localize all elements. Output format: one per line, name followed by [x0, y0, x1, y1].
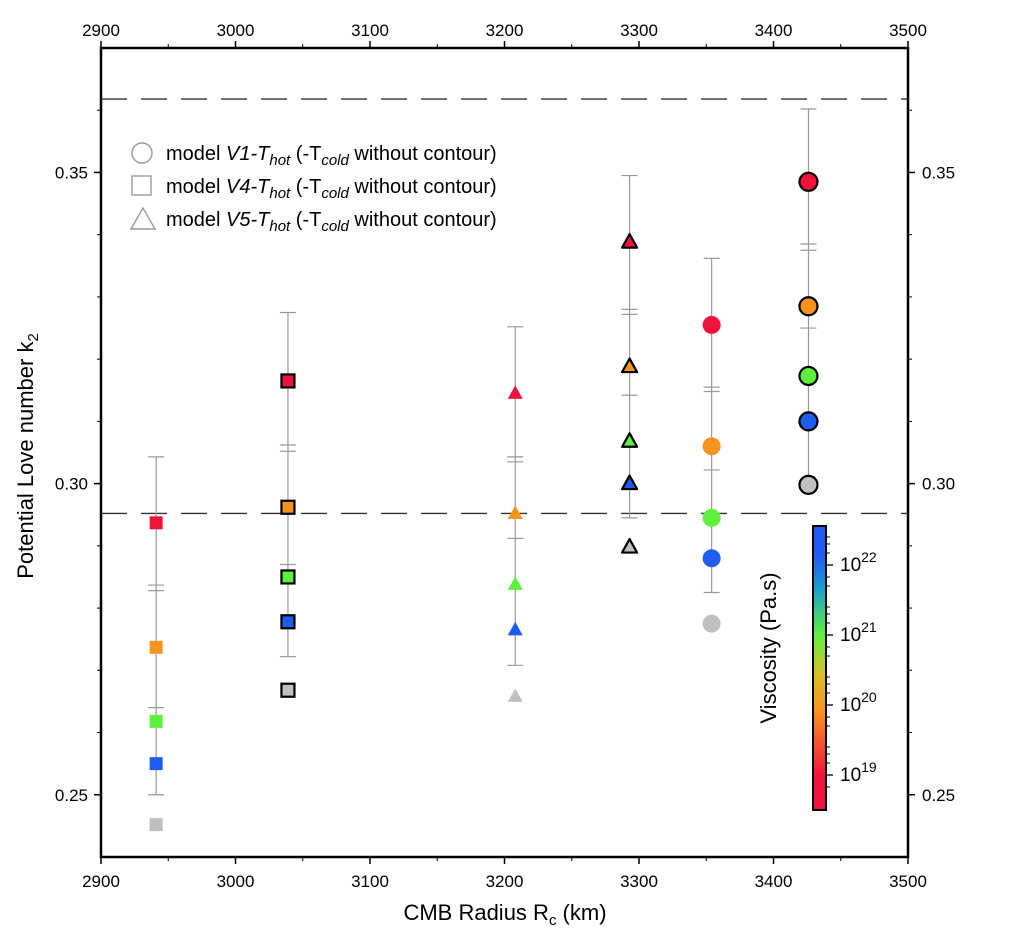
- x-tick-label-top: 3500: [889, 21, 927, 40]
- y-tick-label-right: 0.30: [922, 475, 955, 494]
- x-tick-label-top: 3200: [486, 21, 524, 40]
- reference-lines: [101, 98, 908, 515]
- legend-entry-square: model V4-Thot (-Tcold without contour): [131, 175, 497, 202]
- square-point-inviscid: [149, 818, 163, 832]
- circle-point-v22: [798, 411, 819, 432]
- legend-entry-circle: model V1-Thot (-Tcold without contour): [131, 142, 497, 169]
- square-point-v21: [149, 714, 163, 728]
- triangle-point-v22: [507, 621, 523, 636]
- x-tick-label-top: 3000: [217, 21, 255, 40]
- triangle-point-v20: [620, 357, 639, 374]
- square-point-v22: [280, 614, 296, 630]
- circle-point-v20: [702, 437, 721, 456]
- y-tick-label-left: 0.25: [55, 786, 88, 805]
- circle-point-v21: [702, 508, 721, 527]
- square-point-v22: [149, 757, 163, 771]
- x-tick-label-top: 3400: [755, 21, 793, 40]
- legend-square-marker: [131, 175, 152, 196]
- x-tick-label-bottom: 3500: [889, 872, 927, 891]
- x-tick-label-top: 2900: [82, 21, 120, 40]
- legend-circle-marker: [131, 142, 153, 164]
- triangle-point-inviscid: [507, 688, 523, 702]
- circle-point-v19: [798, 171, 819, 192]
- legend: model V1-Thot (-Tcold without contour) m…: [129, 142, 497, 235]
- x-tick-label-top: 3300: [620, 21, 658, 40]
- circle-point-v20: [798, 296, 819, 317]
- x-axis-title: CMB Radius Rc (km): [403, 900, 606, 929]
- circle-point-v19: [702, 315, 721, 334]
- x-tick-label-bottom: 3000: [217, 872, 255, 891]
- square-point-v19: [280, 373, 296, 389]
- triangle-point-v20: [507, 505, 523, 519]
- colorbar-label-22: 1022: [840, 549, 877, 576]
- legend-label-v4: model V4-Thot (-Tcold without contour): [166, 176, 497, 202]
- colorbar-label-19: 1019: [840, 759, 877, 786]
- triangle-point-v19: [507, 385, 523, 399]
- triangle-point-v21: [507, 576, 523, 590]
- x-tick-label-top: 3100: [351, 21, 389, 40]
- triangle-point-v21: [620, 432, 639, 448]
- legend-label-v5: model V5-Thot (-Tcold without contour): [166, 209, 497, 235]
- square-point-inviscid: [280, 682, 296, 698]
- viscosity-colorbar: Viscosity (Pa.s) 1022 1021 1020 1019: [756, 525, 877, 811]
- colorbar-title: Viscosity (Pa.s): [756, 572, 781, 723]
- y-tick-label-left: 0.30: [55, 475, 88, 494]
- triangle-point-inviscid: [620, 537, 639, 554]
- plot-area: [99, 46, 910, 859]
- circle-point-inviscid: [702, 614, 721, 633]
- legend-entry-triangle: model V5-Thot (-Tcold without contour): [129, 206, 497, 235]
- square-point-v19: [149, 516, 163, 530]
- colorbar-label-21: 1021: [840, 619, 877, 646]
- x-tick-label-bottom: 3200: [486, 872, 524, 891]
- x-tick-label-bottom: 3100: [351, 872, 389, 891]
- x-tick-label-bottom: 3300: [620, 872, 658, 891]
- x-tick-label-bottom: 3400: [755, 872, 793, 891]
- plot-frame: [99, 46, 910, 859]
- circle-point-v21: [798, 365, 819, 387]
- square-point-v20: [149, 640, 163, 654]
- circle-point-inviscid: [798, 474, 819, 495]
- colorbar-gradient: [812, 525, 827, 811]
- legend-label-v1: model V1-Thot (-Tcold without contour): [166, 143, 497, 169]
- colorbar-label-20: 1020: [840, 689, 877, 716]
- y-tick-label-right: 0.35: [922, 163, 955, 182]
- legend-triangle-marker: [129, 206, 157, 230]
- y-tick-label-left: 0.35: [55, 163, 88, 182]
- y-axis-title: Potential Love number k2: [13, 333, 42, 579]
- axis-ticks: 2900 2900 3000 3000 3100 3100 3200 3200 3300 3300…: [55, 21, 955, 891]
- y-tick-label-right: 0.25: [922, 786, 955, 805]
- circle-point-v22: [702, 549, 721, 568]
- square-point-v20: [280, 499, 296, 515]
- triangle-point-v22: [620, 474, 639, 491]
- x-tick-label-bottom: 2900: [82, 872, 120, 891]
- colorbar-ticks: [826, 536, 833, 788]
- square-point-v21: [280, 569, 296, 585]
- triangle-point-v19: [620, 233, 639, 249]
- data-points: [149, 171, 819, 832]
